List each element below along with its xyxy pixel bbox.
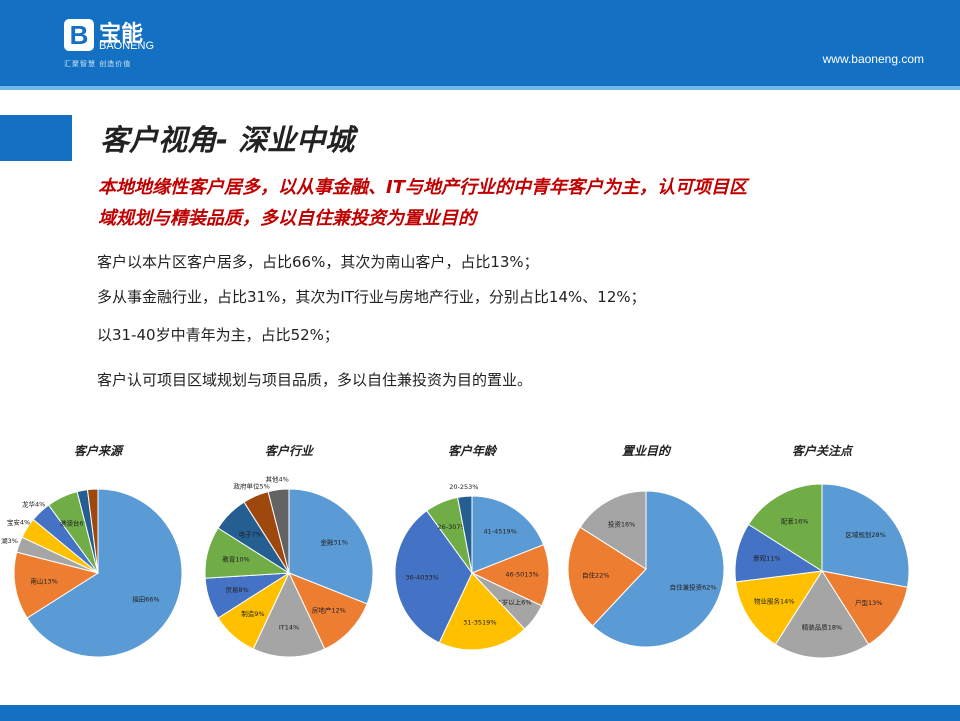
pie-slice [252,571,326,658]
slice-label: 金融31% [320,537,347,546]
slice-label: 精装品质18% [802,623,842,632]
slice-label: 南山13% [30,577,57,586]
pie-slice [13,551,100,619]
slice-label: 龙华4% [22,499,45,508]
chart-title: 客户关注点 [792,444,854,458]
pie-slice [774,570,870,659]
pie-slice [747,483,823,572]
slice-label: 福田66% [132,594,159,603]
point-4: 客户认可项目区域规划与项目品质，多以自住兼投资为目的置业。 [97,371,533,389]
pie-slice [438,572,526,651]
slice-label: 区域规划28% [845,530,885,539]
slice-label: 景观11% [753,555,780,563]
subtitle-line-2: 域规划与精装品质，多以自住兼投资为置业目的 [98,208,476,229]
point-2: 多从事金融行业，占比31%，其次为IT行业与房地产行业，分别占比14%、12%； [97,288,646,306]
pie-slice [86,488,99,574]
slice-label: 物业服务14% [754,596,794,605]
pie-slice [735,570,823,646]
pie-slice [267,488,290,574]
slice-label: 政府单位5% [233,482,269,491]
slice-label: 制造9% [241,609,264,618]
slice-label: 投资16% [608,520,635,529]
slice-label: 51岁以上6% [493,597,531,606]
chart-title: 客户来源 [74,444,125,458]
header-banner: B 宝能 BAONENG 汇聚智慧 创造价值 www.baoneng.com [0,0,960,90]
slice-label: 其他4% [266,475,289,484]
page-title: 客户视角- 深业中城 [100,123,355,157]
slice-label: 自住22% [582,570,609,579]
logo-english: BAONENG [99,40,155,52]
slice-label: 配套16% [781,516,808,525]
slice-label: 20-253% [449,483,478,491]
pie-slice [591,490,725,648]
slice-label: 贸易8% [225,585,248,594]
slice-label: 36-4033% [406,574,439,582]
logo-mark: B [64,19,94,51]
subtitle-line-1: 本地地缘性客户居多，以从事金融、IT与地产行业的中青年客户为主，认可项目区 [98,177,747,198]
pie-slice [288,488,374,605]
slice-label: 自住兼投资62% [670,583,717,592]
slice-label: 41-4519% [483,528,516,536]
website-url[interactable]: www.baoneng.com [822,52,924,66]
title-accent-bar [0,115,72,161]
slice-label: 26-307% [438,523,467,531]
slice-label: 户型13% [855,598,882,607]
pie-slice [567,526,647,627]
slice-label: IT14% [279,624,299,632]
slice-label: 电子7% [239,529,262,538]
pie-slice [288,572,368,650]
pie-slice [394,510,473,644]
pie-slice [579,490,647,570]
pie-slice [821,483,910,588]
slice-label: 31-3519% [463,618,496,626]
point-1: 客户以本片区客户居多，占比66%，其次为南山客户，占比13%； [97,253,539,271]
logo-chinese: 宝能 [99,22,144,47]
slice-label: 教育10% [222,554,249,563]
pie-slice [26,488,183,658]
slice-label: 湖3% [1,536,18,545]
chart-title: 客户年龄 [448,444,498,458]
pie-slice [471,495,545,574]
pie-slice [820,570,909,646]
chart-title: 客户行业 [265,444,315,458]
pie-slice [456,495,473,574]
chart-title: 置业目的 [622,444,672,458]
slice-label: 港澳台6% [60,519,90,528]
logo-slogan: 汇聚智慧 创造价值 [64,60,132,68]
point-3: 以31-40岁中青年为主，占比52%； [97,326,339,344]
slice-label: 房地产12% [312,605,346,614]
slice-label: 46-5013% [505,571,538,579]
slice-label: 宝安4% [7,518,30,527]
pie-slice [470,544,550,607]
footer-bar [0,705,960,721]
